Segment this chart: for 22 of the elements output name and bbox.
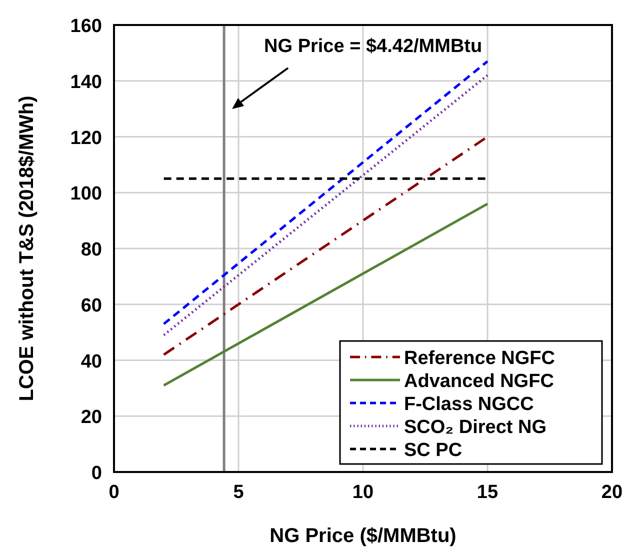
y-tick-label: 120 <box>70 128 102 149</box>
x-tick-label: 10 <box>352 482 374 503</box>
x-tick-label: 5 <box>233 482 244 503</box>
y-tick-label: 140 <box>70 72 102 93</box>
y-tick-label: 160 <box>70 16 102 37</box>
y-tick-label: 0 <box>91 463 102 484</box>
y-tick-label: 80 <box>80 240 102 260</box>
legend-label: Advanced NGFC <box>404 371 554 392</box>
legend-label: SC PC <box>404 440 462 461</box>
legend-label: SCO₂ Direct NG <box>404 417 547 438</box>
ref-line-label: NG Price = $4.42/MMBtu <box>264 36 482 57</box>
y-tick-label: 40 <box>80 351 102 372</box>
y-tick-label: 20 <box>80 407 102 428</box>
y-tick-label: 100 <box>70 184 102 205</box>
legend-label: F-Class NGCC <box>404 394 534 415</box>
legend-label: Reference NGFC <box>404 348 556 369</box>
x-axis-title: NG Price ($/MMBtu) <box>270 525 456 547</box>
x-tick-label: 15 <box>476 482 498 503</box>
x-tick-label: 0 <box>108 482 120 503</box>
y-tick-label: 60 <box>80 295 102 316</box>
x-tick-label: 20 <box>601 482 623 503</box>
y-axis-title: LCOE without T&S (2018$/MWh) <box>16 96 38 402</box>
